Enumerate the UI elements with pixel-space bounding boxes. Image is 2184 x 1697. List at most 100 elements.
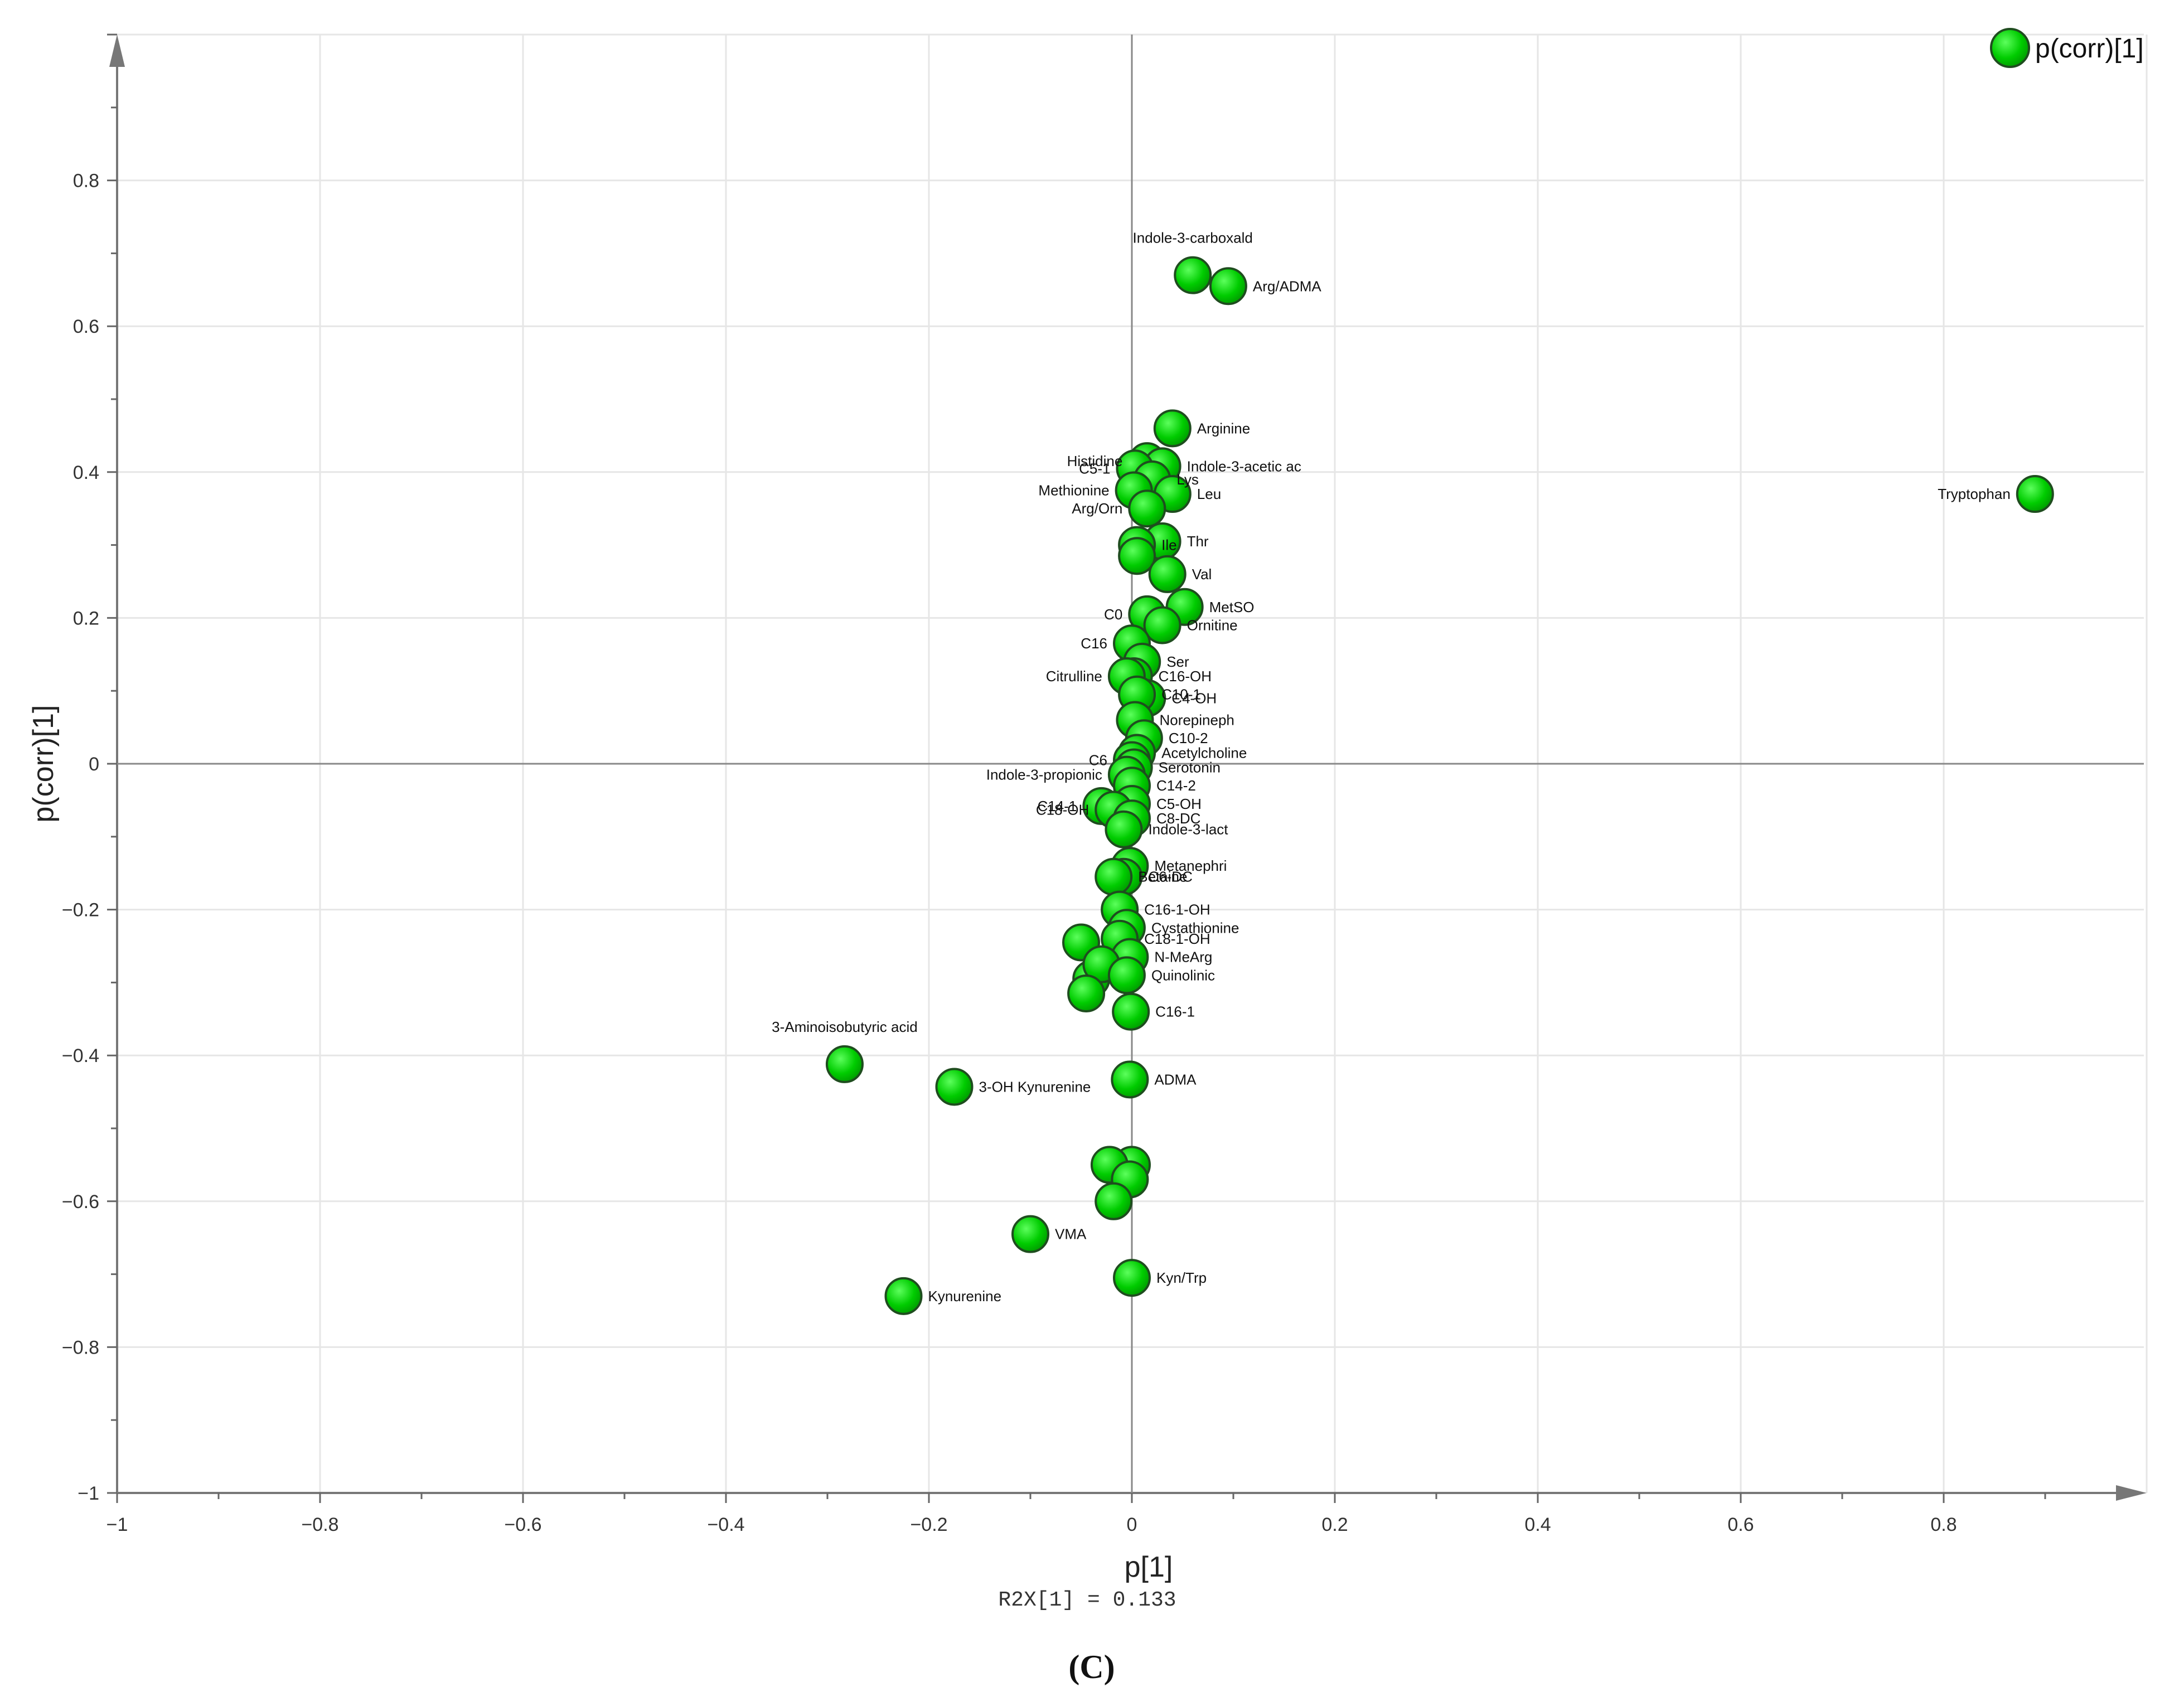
- point-label: C18-1-OH: [1144, 930, 1210, 947]
- data-point: [935, 1068, 974, 1106]
- x-tick-label: −0.8: [301, 1514, 338, 1535]
- point-label: Norepineph: [1159, 712, 1234, 729]
- point-label: Arg/Orn: [1072, 500, 1122, 517]
- y-tick-label: 0: [89, 754, 99, 775]
- legend-marker: [1990, 28, 2030, 68]
- data-point: [1112, 992, 1150, 1031]
- data-point: [1107, 956, 1146, 995]
- point-label: Kynurenine: [928, 1288, 1002, 1305]
- y-tick-label: 0.8: [73, 171, 99, 192]
- x-tick-label: 0.6: [1727, 1514, 1754, 1535]
- point-label: Methionine: [1038, 482, 1109, 499]
- y-tick-label: 0.2: [73, 608, 99, 629]
- data-point: [1209, 267, 1247, 306]
- point-label: Kyn/Trp: [1156, 1269, 1207, 1286]
- point-label: Tryptophan: [1938, 486, 2011, 502]
- point-label: 3-Aminoisobutyric acid: [772, 1019, 918, 1035]
- y-tick-label: −1: [78, 1483, 99, 1504]
- point-label: C5-OH: [1156, 796, 1202, 812]
- point-label: C5-1: [1079, 460, 1110, 477]
- point-label: 3-OH Kynurenine: [979, 1078, 1091, 1095]
- data-point: [1148, 555, 1187, 593]
- point-label: Betaine: [1138, 869, 1187, 885]
- legend: p(corr)[1]: [1990, 28, 2144, 68]
- point-label: Ser: [1166, 653, 1189, 670]
- point-label: Lys: [1176, 471, 1199, 488]
- x-axis-title: p[1]: [1125, 1551, 1173, 1583]
- point-label: Quinolinic: [1151, 967, 1215, 983]
- point-label: Thr: [1187, 533, 1209, 550]
- point-label: Metanephri: [1154, 857, 1227, 874]
- data-point: [1105, 810, 1143, 848]
- x-tick-label: −0.2: [910, 1514, 947, 1535]
- data-point: [1095, 1182, 1133, 1220]
- legend-label: p(corr)[1]: [2035, 34, 2144, 64]
- data-point: [825, 1045, 864, 1083]
- point-label: Indole-3-propionic: [986, 767, 1102, 783]
- point-label: N-MeArg: [1154, 949, 1212, 966]
- point-label: Indole-3-carboxald: [1133, 230, 1253, 246]
- data-point: [1113, 1259, 1151, 1297]
- x-tick-label: −1: [106, 1514, 128, 1535]
- point-label: C10-2: [1169, 730, 1208, 746]
- point-label: VMA: [1055, 1226, 1087, 1243]
- point-label: Indole-3-acetic ac: [1187, 458, 1301, 474]
- data-point: [1174, 256, 1212, 294]
- point-label: Val: [1192, 566, 1212, 583]
- point-label: C14-1: [1038, 798, 1077, 814]
- point-label: C6: [1089, 751, 1107, 768]
- x-tick-label: −0.4: [707, 1514, 744, 1535]
- data-points: [825, 256, 2054, 1315]
- data-point: [1143, 606, 1181, 644]
- y-tick-label: −0.2: [62, 900, 99, 921]
- data-point: [1095, 857, 1133, 896]
- point-label: MetSO: [1209, 599, 1255, 615]
- point-label: Histidine: [1067, 453, 1123, 469]
- point-labels: Tryptophan Indole-3-carboxald Arg/ADMA Argi…: [772, 230, 2011, 1305]
- y-axis-arrow: [109, 35, 125, 67]
- point-label: Cystathionine: [1151, 919, 1239, 936]
- point-label: Ile: [1161, 537, 1176, 554]
- x-tick-label: 0.2: [1321, 1514, 1348, 1535]
- point-label: C14-2: [1156, 777, 1196, 794]
- data-point: [1067, 974, 1106, 1013]
- y-tick-label: −0.4: [62, 1045, 99, 1066]
- point-label: Acetylcholine: [1161, 744, 1247, 761]
- point-label: C0: [1104, 606, 1122, 623]
- point-label: C16: [1081, 635, 1107, 652]
- data-point: [1153, 409, 1192, 448]
- point-label: C8-DC: [1156, 810, 1200, 827]
- point-label: C16-1-OH: [1144, 901, 1210, 918]
- point-label: Ornitine: [1187, 617, 1238, 633]
- data-point: [1118, 537, 1156, 575]
- point-label: Arg/ADMA: [1253, 278, 1321, 294]
- point-label: C6-DC: [1148, 869, 1192, 885]
- point-label: C16-OH: [1159, 668, 1212, 685]
- x-tick-label: 0: [1127, 1514, 1137, 1535]
- point-label: ADMA: [1154, 1071, 1197, 1088]
- tick-labels: −1 −0.8 −0.6 −0.4 −0.2 0 0.2 0.4 0.6 0.8 −1 −0.8 −0.…: [62, 171, 1957, 1535]
- data-point: [1128, 489, 1166, 528]
- x-tick-label: −0.6: [504, 1514, 541, 1535]
- point-label: Serotonin: [1159, 759, 1221, 776]
- point-label: C4-OH: [1171, 690, 1217, 706]
- point-label: C10-1: [1161, 686, 1201, 703]
- point-label: Leu: [1197, 486, 1221, 502]
- x-tick-label: 0.8: [1930, 1514, 1957, 1535]
- point-label: Indole-3-lact: [1148, 821, 1228, 838]
- y-tick-label: −0.6: [62, 1191, 99, 1213]
- y-tick-label: −0.8: [62, 1337, 99, 1358]
- r2x-label: R2X[1] = 0.133: [998, 1588, 1176, 1612]
- x-tick-label: 0.4: [1524, 1514, 1551, 1535]
- y-tick-label: 0.6: [73, 316, 99, 337]
- data-point: [884, 1277, 923, 1315]
- y-tick-label: 0.4: [73, 462, 99, 483]
- point-label: C18-OH: [1036, 801, 1089, 818]
- data-point: [2016, 475, 2054, 513]
- x-axis-arrow: [2116, 1485, 2147, 1501]
- point-label: Arginine: [1197, 420, 1250, 437]
- data-point: [1111, 1060, 1149, 1099]
- panel-label: (C): [1068, 1648, 1115, 1685]
- y-axis-title: p(corr)[1]: [27, 705, 60, 823]
